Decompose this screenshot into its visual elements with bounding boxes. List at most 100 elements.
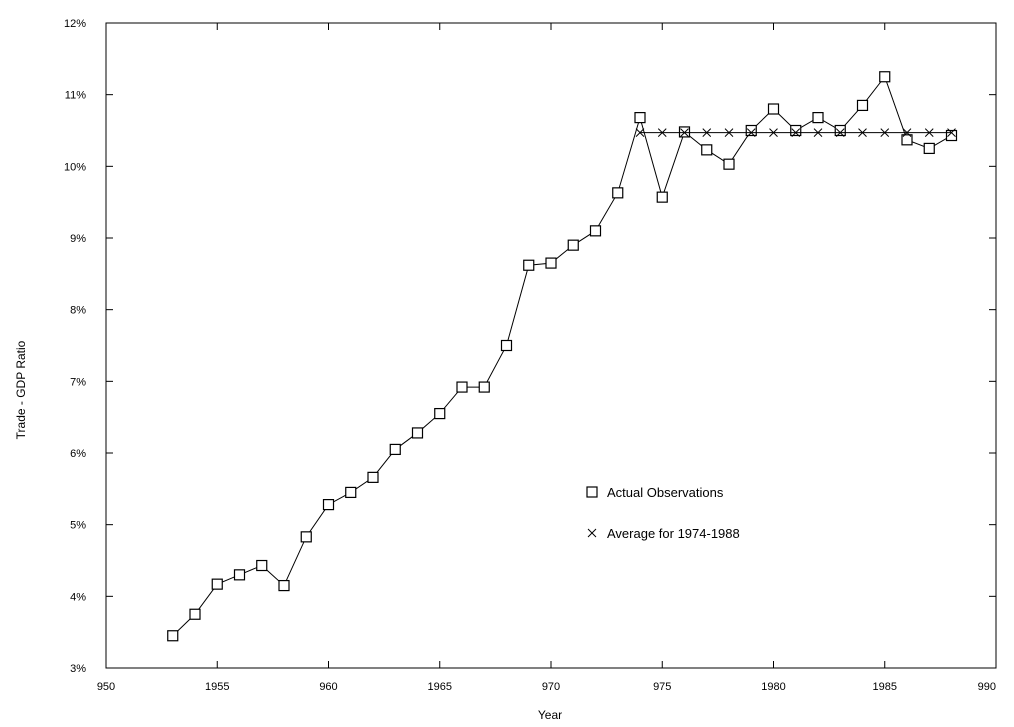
- average-point: [680, 128, 689, 138]
- actual-observation-point: [745, 124, 757, 137]
- actual-observation-point: [834, 124, 846, 137]
- x-tick-label: 960: [319, 681, 337, 693]
- x-tick-label: 1980: [761, 681, 785, 693]
- legend-label-actual-observations: Actual Observations: [607, 485, 724, 500]
- actual-observation-point: [790, 124, 802, 137]
- actual-observation-point: [478, 381, 490, 393]
- y-tick-label: 11%: [65, 90, 86, 102]
- average-point: [657, 128, 667, 138]
- x-tick-label: 975: [653, 681, 671, 693]
- x-tick-label: 1965: [428, 681, 452, 693]
- y-tick-label: 3%: [70, 663, 86, 675]
- legend: Actual Observations Average for 1974-198…: [586, 485, 740, 541]
- actual-observation-point: [812, 111, 824, 124]
- actual-observation-point: [678, 126, 691, 138]
- average-point: [724, 128, 734, 138]
- average-point-stroke-b: [657, 128, 667, 138]
- average-point-stroke-b: [813, 128, 823, 138]
- y-axis-title: Trade - GDP Ratio: [14, 340, 28, 439]
- actual-observation-point: [278, 579, 290, 592]
- actual-observation-point: [923, 142, 935, 155]
- x-tick-label: 1985: [873, 681, 897, 693]
- actual-observation-point: [456, 381, 468, 393]
- average-point: [902, 128, 912, 138]
- average-point-stroke-b: [746, 128, 756, 138]
- legend-x-marker: [587, 528, 597, 538]
- actual-observation-point: [723, 158, 735, 170]
- actual-observation-point: [500, 339, 513, 352]
- average-point: [880, 128, 890, 138]
- x-axis-title: Year: [538, 708, 562, 722]
- actual-observation-point: [545, 257, 557, 269]
- average-point-stroke-b: [724, 128, 734, 138]
- actual-observation-point: [389, 443, 401, 456]
- actual-observation-point: [945, 129, 958, 142]
- y-tick-label: 7%: [70, 376, 86, 388]
- average-point-stroke-b: [924, 128, 934, 138]
- x-tick-label: 1955: [205, 681, 229, 693]
- y-tick-label: 10%: [64, 161, 86, 173]
- x-tick-label: 990: [978, 681, 996, 693]
- actual-observation-point: [856, 99, 869, 112]
- actual-observation-point: [634, 111, 646, 124]
- x-tick-label: 970: [542, 681, 560, 693]
- average-point: [813, 128, 823, 138]
- average-point-stroke-b: [769, 128, 778, 138]
- actual-observation-point: [612, 187, 624, 199]
- y-tick-label: 4%: [70, 591, 86, 603]
- actual-observation-point: [701, 144, 713, 156]
- actual-observation-point: [256, 559, 268, 572]
- legend-x-marker-stroke-b: [587, 528, 597, 538]
- x-axis: 950 1955 960 1965 970 975 1980 1985 990: [97, 23, 997, 693]
- average-point: [769, 128, 778, 138]
- average-point: [791, 128, 801, 138]
- actual-observation-point: [523, 259, 535, 271]
- actual-observation-point: [211, 578, 223, 590]
- actual-observation-point: [767, 103, 780, 115]
- average-point: [947, 128, 956, 138]
- actual-observations-line: [172, 75, 952, 637]
- average-point: [835, 128, 845, 138]
- actual-observation-point: [189, 608, 201, 620]
- average-point: [746, 128, 756, 138]
- actual-observation-point: [567, 239, 579, 251]
- average-point-stroke-b: [680, 128, 689, 138]
- actual-observation-point: [434, 407, 446, 420]
- average-point: [858, 128, 867, 138]
- average-point-stroke-b: [702, 128, 712, 138]
- legend-marker-actual-observations: [586, 486, 598, 498]
- y-tick-label: 5%: [70, 520, 86, 532]
- series-layer: [167, 71, 958, 642]
- actual-observation-point: [322, 499, 335, 511]
- average-point-stroke-b: [858, 128, 867, 138]
- average-point: [702, 128, 712, 138]
- average-point-stroke-b: [947, 128, 956, 138]
- actual-observation-point: [411, 427, 424, 439]
- average-point: [635, 128, 645, 138]
- y-axis: 3% 4% 5% 6% 7% 8% 9% 10% 11% 12%: [64, 18, 996, 675]
- average-point-stroke-b: [835, 128, 845, 138]
- actual-observation-point: [589, 225, 602, 237]
- actual-observation-point: [300, 531, 312, 543]
- average-point: [924, 128, 934, 138]
- actual-observation-point: [901, 134, 913, 146]
- actual-observation-point: [345, 486, 357, 499]
- average-point-stroke-b: [902, 128, 912, 138]
- y-tick-label: 12%: [64, 18, 86, 30]
- actual-observation-point: [167, 630, 179, 642]
- legend-marker-average: [587, 528, 597, 538]
- legend-label-average: Average for 1974-1988: [607, 526, 740, 541]
- average-point-stroke-b: [791, 128, 801, 138]
- actual-observation-point: [233, 569, 246, 581]
- y-tick-label: 6%: [70, 448, 86, 460]
- y-tick-label: 9%: [70, 233, 86, 245]
- y-tick-label: 8%: [70, 305, 86, 317]
- actual-observation-point: [879, 71, 891, 83]
- legend-square-marker: [586, 486, 598, 498]
- average-point-stroke-b: [635, 128, 645, 138]
- actual-observation-point: [656, 191, 668, 203]
- average-point-stroke-b: [880, 128, 890, 138]
- x-tick-label: 950: [97, 681, 115, 693]
- actual-observation-point: [367, 471, 379, 483]
